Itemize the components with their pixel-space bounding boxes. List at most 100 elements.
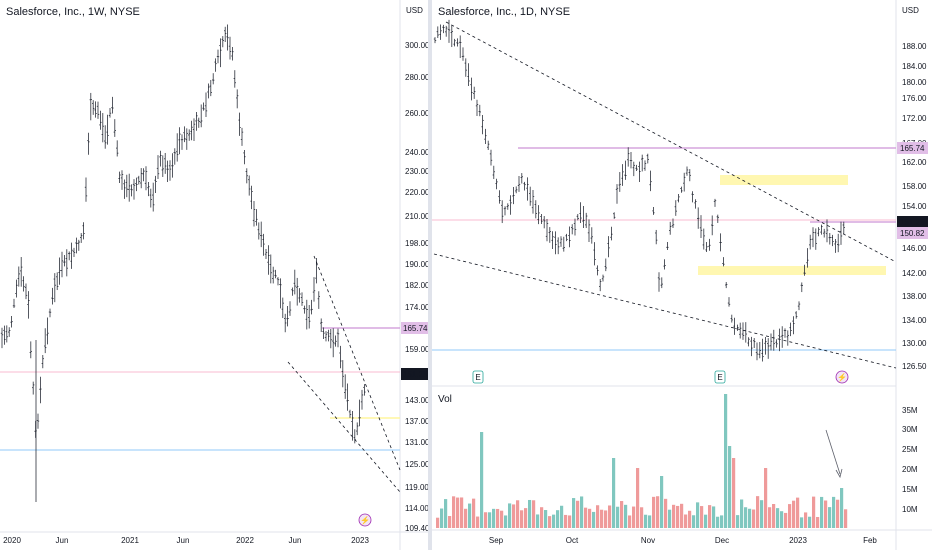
volume-bar <box>832 496 836 528</box>
left-y-tick: 190.00 <box>405 260 428 269</box>
volume-bar <box>716 516 720 528</box>
volume-bar <box>528 499 532 528</box>
volume-bar <box>548 516 552 528</box>
volume-y-tick: 35M <box>902 406 918 415</box>
volume-bar <box>640 507 644 528</box>
volume-bar <box>564 514 568 528</box>
demand-zone <box>698 266 886 275</box>
volume-y-tick: 10M <box>902 505 918 514</box>
volume-bar <box>780 511 784 528</box>
volume-bar <box>708 505 712 528</box>
left-currency-label: USD <box>406 6 423 15</box>
pane-divider[interactable] <box>428 0 432 550</box>
right-y-tick: 172.00 <box>902 114 927 123</box>
right-y-tick: 134.00 <box>902 316 927 325</box>
volume-bar <box>820 496 824 528</box>
volume-bar <box>704 514 708 528</box>
volume-bar <box>800 517 804 528</box>
right-x-tick: Feb <box>863 536 877 545</box>
right-price-tag <box>897 216 928 228</box>
volume-bar <box>712 506 716 528</box>
volume-bar <box>544 510 548 528</box>
volume-bar <box>844 509 848 528</box>
volume-bar <box>476 516 480 528</box>
volume-bar <box>612 458 616 528</box>
right-downtrend-line <box>445 21 897 263</box>
volume-bar <box>520 510 524 528</box>
volume-bar <box>724 394 728 528</box>
daily-chart-canvas[interactable]: USD188.00184.00180.00176.00172.00167.001… <box>432 0 932 550</box>
left-y-tick: 125.00 <box>405 460 428 469</box>
volume-bar <box>744 507 748 528</box>
volume-bar <box>808 516 812 528</box>
volume-bar <box>468 503 472 528</box>
right-y-tick: 138.00 <box>902 292 927 301</box>
right-price-tag <box>897 227 928 239</box>
left-price-tag-label: 151.25 <box>403 370 428 379</box>
right-y-tick: 130.00 <box>902 339 927 348</box>
volume-bar <box>460 497 464 528</box>
volume-y-tick: 20M <box>902 465 918 474</box>
volume-bar <box>472 498 476 528</box>
volume-bar <box>840 488 844 528</box>
volume-bar <box>652 496 656 528</box>
left-y-tick: 174.00 <box>405 303 428 312</box>
volume-arrow-shaft <box>825 429 841 475</box>
left-x-tick: Jun <box>177 536 190 545</box>
volume-bar <box>524 508 528 528</box>
right-y-tick: 188.00 <box>902 42 927 51</box>
volume-y-tick: 15M <box>902 485 918 494</box>
volume-bar <box>484 512 488 528</box>
volume-bar <box>748 508 752 528</box>
left-price-tag <box>401 322 428 334</box>
volume-bar <box>784 512 788 528</box>
earnings-marker-icon <box>714 370 726 384</box>
right-dividend-badge-icon <box>835 370 849 384</box>
volume-bar <box>720 515 724 528</box>
left-y-tick: 198.00 <box>405 239 428 248</box>
volume-bar <box>620 501 624 528</box>
right-x-tick: Sep <box>489 536 504 545</box>
volume-bar <box>664 498 668 528</box>
right-x-tick: Oct <box>566 536 579 545</box>
right-chart-title: Salesforce, Inc., 1D, NYSE <box>438 6 571 18</box>
left-y-tick: 114.00 <box>405 504 428 513</box>
volume-bar <box>816 516 820 528</box>
volume-bar <box>668 509 672 528</box>
volume-bar <box>760 500 764 528</box>
left-y-tick: 109.40 <box>405 524 428 533</box>
volume-bar <box>452 496 456 528</box>
left-wedge-lower <box>287 361 401 493</box>
right-price-tag-label: 150.82 <box>900 229 925 238</box>
left-wedge-upper <box>313 255 401 471</box>
weekly-chart-canvas[interactable]: USD 300.00 280.00 260.00 240.00 230.00 220.00 2… <box>0 0 428 550</box>
right-price-tag-label: 151.25 <box>900 218 925 227</box>
right-y-tick: 184.00 <box>902 62 927 71</box>
earnings-marker-icon <box>472 370 484 384</box>
volume-bar <box>660 476 664 528</box>
volume-bar <box>584 507 588 528</box>
left-y-tick: 230.00 <box>405 167 428 176</box>
volume-bar <box>444 499 448 528</box>
volume-bar <box>628 515 632 528</box>
right-y-tick: 162.00 <box>902 158 927 167</box>
volume-bar <box>656 496 660 528</box>
volume-bar <box>772 504 776 528</box>
left-y-tick: 159.00 <box>405 345 428 354</box>
daily-chart-pane[interactable]: Salesforce, Inc., 1D, NYSE Vol USD 188.00… <box>432 0 932 550</box>
volume-bar <box>756 496 760 528</box>
volume-bar <box>636 468 640 528</box>
volume-bar <box>512 504 516 528</box>
volume-bar <box>688 510 692 528</box>
volume-bar <box>552 514 556 528</box>
volume-bar <box>776 508 780 528</box>
volume-bar <box>692 515 696 528</box>
left-y-tick: 280.00 <box>405 73 428 82</box>
volume-bar <box>648 515 652 528</box>
weekly-chart-pane[interactable]: Salesforce, Inc., 1W, NYSE USD 300.00 280.… <box>0 0 428 550</box>
volume-bar <box>828 507 832 528</box>
right-y-tick: 142.00 <box>902 269 927 278</box>
left-lightning-icon: ⚡ <box>360 515 370 525</box>
volume-bar <box>508 503 512 528</box>
volume-bar <box>456 497 460 528</box>
